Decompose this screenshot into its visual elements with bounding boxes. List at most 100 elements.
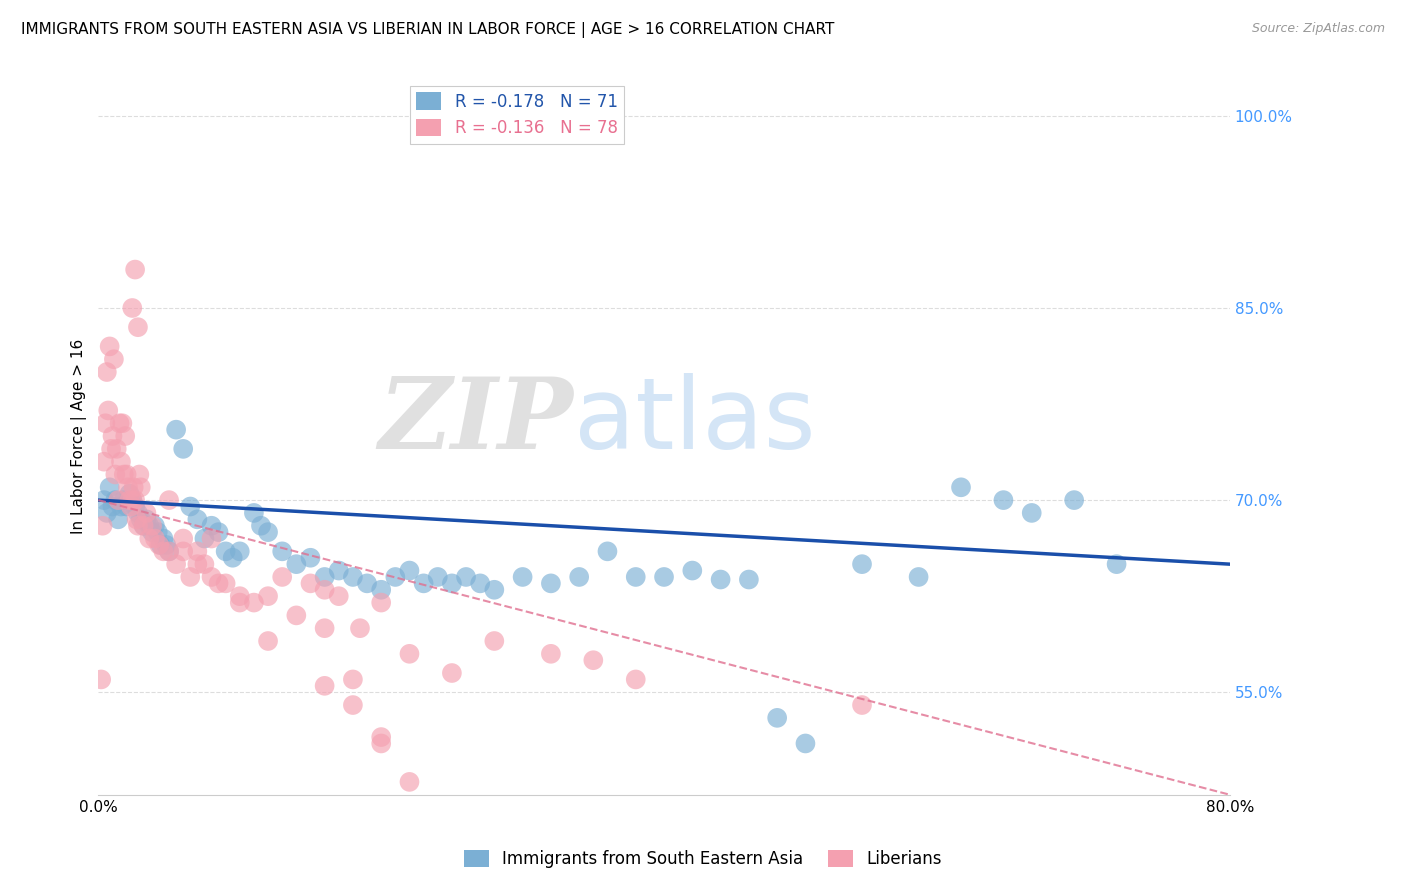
Point xyxy=(107,512,129,526)
Point xyxy=(794,736,817,750)
Point xyxy=(172,442,194,456)
Point xyxy=(328,564,350,578)
Point xyxy=(101,429,124,443)
Y-axis label: In Labor Force | Age > 16: In Labor Force | Age > 16 xyxy=(72,338,87,533)
Point xyxy=(127,320,149,334)
Point xyxy=(200,570,222,584)
Point xyxy=(370,582,392,597)
Point xyxy=(229,544,252,558)
Point xyxy=(681,564,703,578)
Point xyxy=(342,698,364,712)
Point xyxy=(950,480,973,494)
Point xyxy=(129,512,152,526)
Point xyxy=(257,634,280,648)
Point xyxy=(124,262,146,277)
Point xyxy=(200,518,222,533)
Point xyxy=(110,455,132,469)
Point xyxy=(342,673,364,687)
Point xyxy=(148,538,170,552)
Point xyxy=(440,576,463,591)
Point xyxy=(624,673,647,687)
Point xyxy=(285,608,308,623)
Point xyxy=(115,467,138,482)
Legend: R = -0.178   N = 71, R = -0.136   N = 78: R = -0.178 N = 71, R = -0.136 N = 78 xyxy=(409,86,624,144)
Point xyxy=(107,493,129,508)
Point xyxy=(314,679,336,693)
Point xyxy=(582,653,605,667)
Point xyxy=(118,486,141,500)
Point xyxy=(193,532,215,546)
Point xyxy=(710,573,733,587)
Point xyxy=(193,557,215,571)
Point xyxy=(91,518,114,533)
Point xyxy=(596,544,619,558)
Point xyxy=(186,512,208,526)
Point xyxy=(1063,493,1085,508)
Point xyxy=(132,518,155,533)
Point xyxy=(157,544,180,558)
Point xyxy=(115,500,138,514)
Point xyxy=(179,570,201,584)
Point xyxy=(540,576,562,591)
Point xyxy=(370,736,392,750)
Point xyxy=(299,576,322,591)
Point xyxy=(766,711,789,725)
Point xyxy=(112,467,135,482)
Point xyxy=(285,557,308,571)
Point xyxy=(112,493,135,508)
Point xyxy=(398,647,420,661)
Point xyxy=(152,532,174,546)
Point xyxy=(129,480,152,494)
Point xyxy=(738,573,761,587)
Point xyxy=(907,570,929,584)
Point xyxy=(993,493,1015,508)
Point xyxy=(157,493,180,508)
Point xyxy=(851,557,873,571)
Point xyxy=(114,429,136,443)
Point xyxy=(652,570,675,584)
Point xyxy=(200,532,222,546)
Text: IMMIGRANTS FROM SOUTH EASTERN ASIA VS LIBERIAN IN LABOR FORCE | AGE > 16 CORRELA: IMMIGRANTS FROM SOUTH EASTERN ASIA VS LI… xyxy=(21,22,835,38)
Point xyxy=(155,538,177,552)
Point xyxy=(484,582,506,597)
Point xyxy=(271,570,294,584)
Point xyxy=(426,570,449,584)
Point xyxy=(398,775,420,789)
Point xyxy=(124,500,146,514)
Point xyxy=(1021,506,1043,520)
Point xyxy=(243,596,266,610)
Point xyxy=(108,417,131,431)
Point xyxy=(132,518,155,533)
Point xyxy=(128,467,150,482)
Point xyxy=(101,500,124,514)
Point xyxy=(257,525,280,540)
Point xyxy=(172,532,194,546)
Point xyxy=(398,564,420,578)
Point xyxy=(470,576,492,591)
Point xyxy=(124,493,146,508)
Point xyxy=(412,576,434,591)
Point xyxy=(138,532,160,546)
Point xyxy=(314,582,336,597)
Point xyxy=(186,557,208,571)
Point xyxy=(624,570,647,584)
Point xyxy=(100,442,122,456)
Point xyxy=(141,518,163,533)
Point xyxy=(121,493,143,508)
Point xyxy=(440,666,463,681)
Point xyxy=(149,538,172,552)
Point xyxy=(90,673,112,687)
Point xyxy=(98,339,121,353)
Point xyxy=(117,480,139,494)
Point xyxy=(152,544,174,558)
Point xyxy=(104,467,127,482)
Point xyxy=(349,621,371,635)
Point xyxy=(512,570,534,584)
Point xyxy=(94,417,117,431)
Point xyxy=(93,493,115,508)
Point xyxy=(127,506,149,520)
Text: ZIP: ZIP xyxy=(378,374,574,470)
Point xyxy=(851,698,873,712)
Point xyxy=(103,352,125,367)
Point xyxy=(250,518,273,533)
